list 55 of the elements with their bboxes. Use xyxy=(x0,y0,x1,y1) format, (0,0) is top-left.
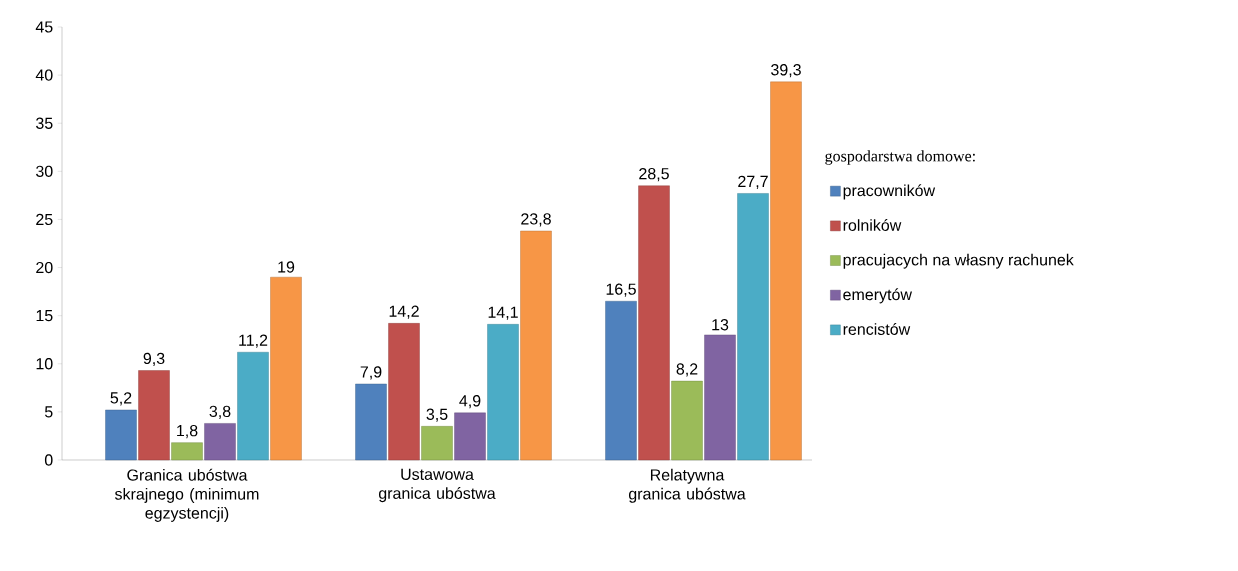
bar xyxy=(270,276,302,461)
bar xyxy=(671,380,703,461)
data-label: 27,7 xyxy=(738,175,768,189)
y-tick-label: 40 xyxy=(35,69,53,81)
data-label: 16,5 xyxy=(606,283,636,297)
y-tick-label: 20 xyxy=(36,261,53,274)
bar xyxy=(171,442,203,461)
data-label: 14,2 xyxy=(389,305,419,319)
y-tick-label: 15 xyxy=(36,310,53,322)
bar xyxy=(138,370,170,461)
bar xyxy=(355,383,387,461)
bar xyxy=(237,352,269,461)
bar xyxy=(770,81,802,461)
data-label: 7,9 xyxy=(360,366,382,380)
y-tick-label: 35 xyxy=(36,117,53,129)
legend-title: gospodarstwa domowe: xyxy=(825,150,975,165)
data-label: 9,3 xyxy=(143,352,165,366)
bar xyxy=(487,324,519,461)
x-tick-label: Ustawowa granica ubóstwa xyxy=(378,468,496,503)
bar xyxy=(105,409,137,461)
y-tick-label: 45 xyxy=(35,21,53,33)
legend-label: rencistów xyxy=(843,323,911,335)
bar xyxy=(605,301,637,461)
data-label: 23,8 xyxy=(521,213,551,227)
data-label: 19 xyxy=(278,261,295,273)
bar xyxy=(737,193,769,461)
bar xyxy=(638,185,670,461)
bar xyxy=(204,423,236,461)
x-tick-label: Granica ubóstwa skrajnego (minimum egzystencji) xyxy=(114,468,259,522)
bar xyxy=(704,334,736,461)
bar xyxy=(388,323,420,461)
data-label: 11,2 xyxy=(239,334,268,348)
data-label: 4,9 xyxy=(459,395,481,409)
y-tick-label: 25 xyxy=(36,213,53,226)
legend-label: rolników xyxy=(843,219,902,231)
bar xyxy=(520,230,552,461)
x-tick-label: Relatywna granica ubóstwa xyxy=(628,468,746,503)
data-label: 39,3 xyxy=(771,64,801,78)
data-label: 13 xyxy=(712,319,729,331)
data-label: 28,5 xyxy=(639,168,669,182)
y-tick-label: 5 xyxy=(44,406,53,418)
data-label: 1,8 xyxy=(177,424,198,439)
y-tick-label: 0 xyxy=(44,454,53,466)
data-label: 3,5 xyxy=(426,408,448,422)
bar xyxy=(421,426,453,461)
legend-label: pracowników xyxy=(843,184,936,200)
data-label: 5,2 xyxy=(110,392,132,406)
y-tick-label: 30 xyxy=(36,165,53,177)
bar xyxy=(454,412,486,461)
data-label: 3,8 xyxy=(209,405,231,419)
data-label: 14,1 xyxy=(488,306,518,320)
legend-label: emerytów xyxy=(843,288,912,304)
y-tick-label: 10 xyxy=(36,358,53,370)
legend-label: pracujacych na własny rachunek xyxy=(843,253,1074,269)
data-label: 8,2 xyxy=(676,363,698,377)
